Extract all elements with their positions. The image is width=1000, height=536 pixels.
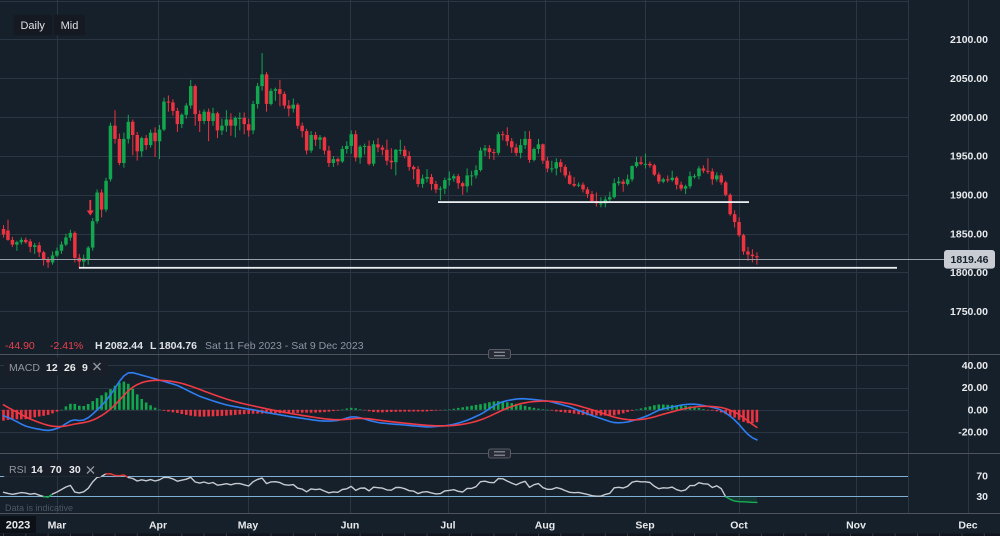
- svg-text:0.00: 0.00: [968, 404, 989, 416]
- svg-text:1800.00: 1800.00: [950, 267, 988, 279]
- svg-text:1950.00: 1950.00: [950, 151, 988, 163]
- svg-text:2023: 2023: [6, 520, 30, 532]
- svg-text:Sat 11 Feb 2023 - Sat 9 Dec 20: Sat 11 Feb 2023 - Sat 9 Dec 2023: [205, 340, 364, 352]
- svg-text:-44.90: -44.90: [5, 340, 35, 352]
- svg-text:1750.00: 1750.00: [950, 306, 988, 318]
- svg-text:-20.00: -20.00: [958, 427, 988, 439]
- svg-text:Oct: Oct: [730, 520, 748, 532]
- svg-text:Nov: Nov: [846, 520, 866, 532]
- svg-text:H: H: [95, 340, 103, 352]
- svg-text:RSI: RSI: [9, 464, 27, 476]
- svg-text:May: May: [238, 520, 259, 532]
- svg-text:1804.76: 1804.76: [159, 340, 197, 352]
- svg-text:2082.44: 2082.44: [105, 340, 143, 352]
- svg-text:Mar: Mar: [48, 520, 67, 532]
- svg-text:MACD: MACD: [9, 362, 40, 374]
- svg-text:30: 30: [69, 464, 81, 476]
- svg-text:26: 26: [64, 362, 76, 374]
- svg-text:Jul: Jul: [440, 520, 455, 532]
- svg-text:Jun: Jun: [341, 520, 360, 532]
- svg-text:70: 70: [50, 464, 62, 476]
- svg-text:2050.00: 2050.00: [950, 73, 988, 85]
- svg-text:1900.00: 1900.00: [950, 189, 988, 201]
- svg-text:2100.00: 2100.00: [950, 34, 988, 46]
- svg-text:Aug: Aug: [535, 520, 555, 532]
- svg-text:1850.00: 1850.00: [950, 228, 988, 240]
- svg-text:20.00: 20.00: [962, 382, 988, 394]
- svg-text:40.00: 40.00: [962, 360, 988, 372]
- svg-text:30: 30: [976, 491, 988, 503]
- svg-text:Data is indicative: Data is indicative: [5, 503, 73, 513]
- svg-text:12: 12: [46, 362, 58, 374]
- svg-text:Sep: Sep: [635, 520, 654, 532]
- svg-text:14: 14: [31, 464, 43, 476]
- svg-text:L: L: [150, 340, 157, 352]
- svg-text:2000.00: 2000.00: [950, 112, 988, 124]
- svg-text:Dec: Dec: [958, 520, 977, 532]
- svg-text:Mid: Mid: [61, 20, 79, 32]
- svg-text:Daily: Daily: [20, 20, 45, 32]
- svg-text:70: 70: [976, 471, 988, 483]
- svg-text:Apr: Apr: [149, 520, 167, 532]
- svg-text:-2.41%: -2.41%: [50, 340, 83, 352]
- svg-text:9: 9: [82, 362, 88, 374]
- svg-text:1819.46: 1819.46: [951, 254, 989, 266]
